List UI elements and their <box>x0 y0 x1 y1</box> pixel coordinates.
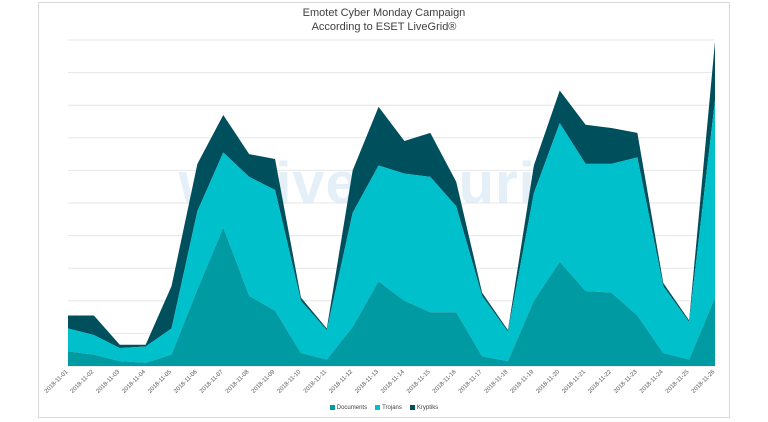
legend-item-documents: Documents <box>329 405 368 412</box>
x-tick-label: 2018-11-18 <box>484 369 510 395</box>
area-trojans <box>68 100 715 363</box>
x-tick-label: 2018-11-08 <box>225 369 251 395</box>
legend-label: Kryptiks <box>416 405 439 412</box>
legend: Documents Trojans Kryptiks <box>0 405 768 411</box>
x-tick-label: 2018-11-21 <box>561 369 587 395</box>
x-tick-label: 2018-11-02 <box>70 369 96 395</box>
x-tick-label: 2018-11-17 <box>458 369 484 395</box>
x-tick-label: 2018-11-07 <box>199 369 225 395</box>
chart-title-block: Emotet Cyber Monday Campaign According t… <box>0 6 768 34</box>
x-tick-label: 2018-11-16 <box>432 369 458 395</box>
chart-subtitle: According to ESET LiveGrid® <box>311 21 457 33</box>
legend-swatch <box>329 405 335 410</box>
x-tick-label: 2018-11-10 <box>277 369 303 395</box>
x-tick-label: 2018-11-04 <box>121 369 147 395</box>
legend-label: Trojans <box>382 405 402 412</box>
x-tick-label: 2018-11-06 <box>173 369 199 395</box>
x-tick-label: 2018-11-24 <box>639 369 665 395</box>
area-series <box>68 41 715 366</box>
x-tick-label: 2018-11-12 <box>328 369 354 395</box>
legend-swatch <box>375 405 381 410</box>
x-tick-label: 2018-11-22 <box>587 369 613 395</box>
legend-label: Documents <box>336 405 368 412</box>
legend-item-kryptiks: Kryptiks <box>409 405 439 412</box>
x-tick-label: 2018-11-03 <box>96 369 122 395</box>
x-tick-label: 2018-11-26 <box>691 369 717 395</box>
chart-title: Emotet Cyber Monday Campaign <box>302 7 466 19</box>
legend-item-trojans: Trojans <box>375 405 402 411</box>
x-tick-label: 2018-11-09 <box>251 369 277 395</box>
area-kryptiks <box>68 41 715 349</box>
x-tick-label: 2018-11-01 <box>44 369 70 395</box>
x-tick-label: 2018-11-13 <box>354 369 380 395</box>
x-tick-label: 2018-11-23 <box>613 369 639 395</box>
area-documents <box>68 227 715 366</box>
x-tick-labels: 2018-11-01 2018-11-02 2018-11-03 2018-11-04… <box>44 369 717 395</box>
x-tick-label: 2018-11-19 <box>510 369 536 395</box>
x-tick-label: 2018-11-20 <box>536 369 562 395</box>
chart-frame <box>38 2 730 418</box>
legend-swatch <box>409 405 415 410</box>
x-tick-label: 2018-11-25 <box>665 369 691 395</box>
x-tick-label: 2018-11-11 <box>303 369 329 395</box>
x-tick-label: 2018-11-14 <box>380 369 406 395</box>
x-tick-label: 2018-11-15 <box>406 369 432 395</box>
x-tick-label: 2018-11-05 <box>147 369 173 395</box>
